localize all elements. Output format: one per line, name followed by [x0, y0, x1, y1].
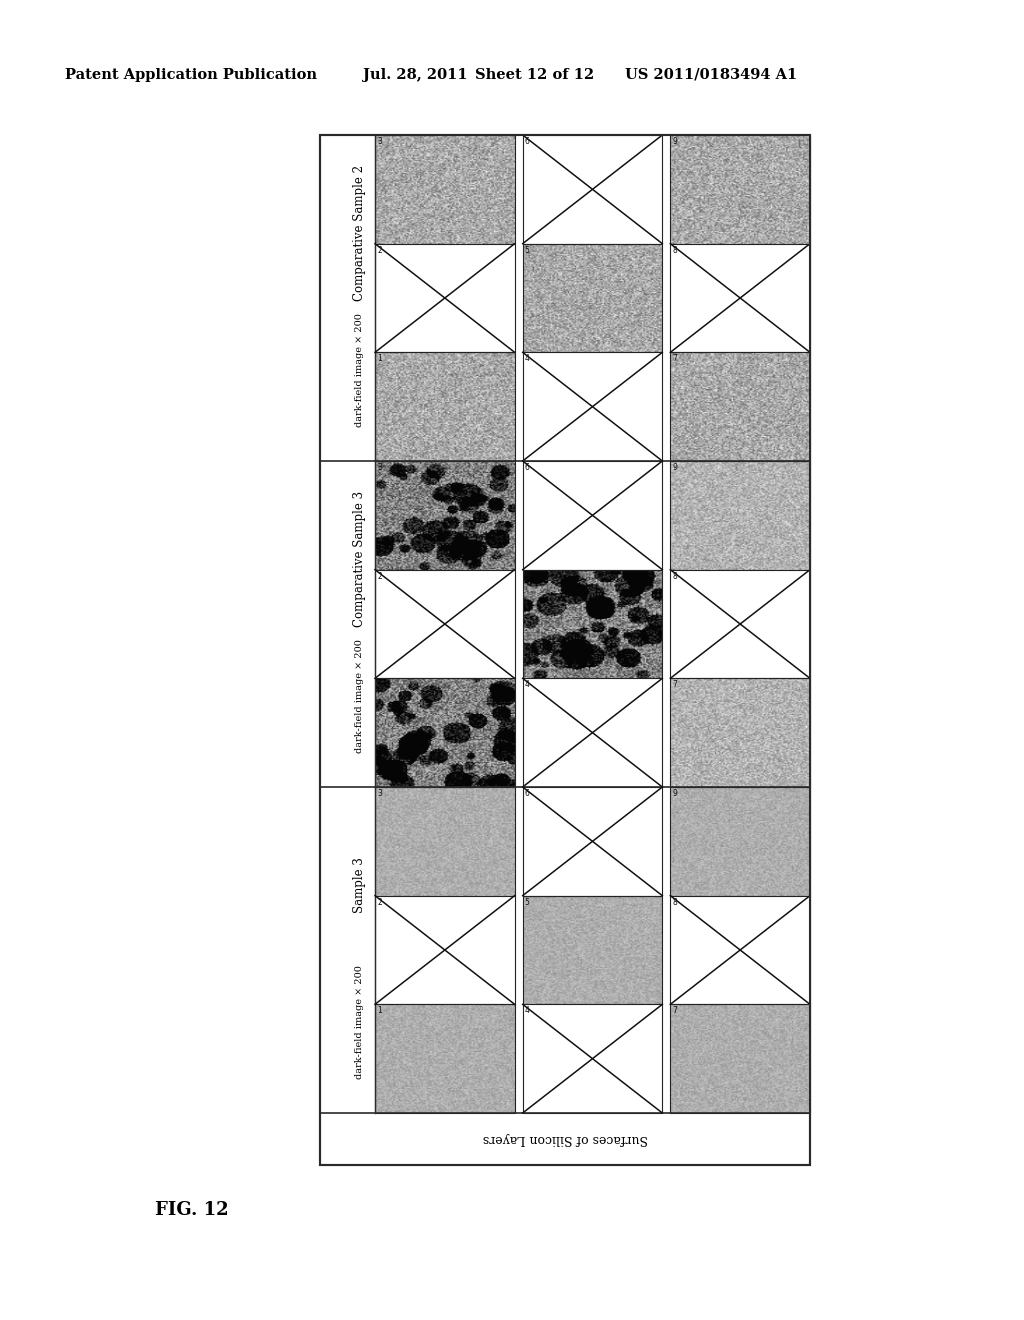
Bar	[663, 461, 671, 787]
Text: 9: 9	[673, 463, 677, 473]
Bar	[319, 135, 810, 1166]
Text: 2: 2	[377, 898, 382, 907]
Text: FIG. 12: FIG. 12	[155, 1201, 228, 1218]
Text: 8: 8	[673, 898, 677, 907]
Text: Comparative Sample 3: Comparative Sample 3	[353, 491, 367, 627]
Text: 5: 5	[524, 572, 529, 581]
Text: Jul. 28, 2011: Jul. 28, 2011	[362, 69, 468, 82]
Text: US 2011/0183494 A1: US 2011/0183494 A1	[625, 69, 798, 82]
Bar	[522, 1005, 663, 1113]
Text: 1: 1	[377, 680, 382, 689]
Bar	[522, 678, 663, 787]
Text: 8: 8	[673, 246, 677, 255]
Text: 6: 6	[524, 137, 529, 147]
Bar	[671, 244, 810, 352]
Bar	[671, 135, 810, 244]
Bar	[671, 352, 810, 461]
Bar	[663, 135, 671, 461]
Bar	[375, 461, 515, 570]
Bar	[671, 570, 810, 678]
Bar	[671, 896, 810, 1005]
Text: 9: 9	[673, 137, 677, 147]
Bar	[522, 461, 663, 570]
Text: 7: 7	[673, 680, 677, 689]
Bar	[522, 352, 663, 461]
Text: 1: 1	[377, 1006, 382, 1015]
Text: 4: 4	[524, 1006, 529, 1015]
Bar	[522, 787, 663, 896]
Bar	[515, 135, 522, 461]
Bar	[375, 787, 515, 896]
Text: 9: 9	[673, 789, 677, 799]
Text: Comparative Sample 2: Comparative Sample 2	[353, 165, 367, 301]
Bar	[319, 135, 810, 1166]
Text: dark-field image × 200: dark-field image × 200	[355, 639, 365, 752]
Text: 2: 2	[377, 246, 382, 255]
Text: 8: 8	[673, 572, 677, 581]
Text: Patent Application Publication: Patent Application Publication	[65, 69, 317, 82]
Text: 4: 4	[524, 680, 529, 689]
Bar	[375, 352, 515, 461]
Bar	[375, 678, 515, 787]
Bar	[375, 570, 515, 678]
Text: 3: 3	[377, 463, 382, 473]
Text: 2: 2	[377, 572, 382, 581]
Text: 5: 5	[524, 898, 529, 907]
Bar	[671, 678, 810, 787]
Bar	[663, 787, 671, 1113]
Bar	[671, 461, 810, 570]
Bar	[671, 1005, 810, 1113]
Text: 3: 3	[377, 137, 382, 147]
Bar	[375, 896, 515, 1005]
Text: dark-field image × 200: dark-field image × 200	[355, 965, 365, 1078]
Bar	[671, 787, 810, 896]
Text: 5: 5	[524, 246, 529, 255]
Bar	[515, 787, 522, 1113]
Text: 6: 6	[524, 789, 529, 799]
Text: Surfaces of Silicon Layers: Surfaces of Silicon Layers	[482, 1133, 647, 1146]
Text: dark-field image × 200: dark-field image × 200	[355, 313, 365, 426]
Bar	[522, 570, 663, 678]
Bar	[522, 896, 663, 1005]
Bar	[515, 461, 522, 787]
Bar	[522, 135, 663, 244]
Bar	[522, 244, 663, 352]
Text: 7: 7	[673, 1006, 677, 1015]
Text: 3: 3	[377, 789, 382, 799]
Text: 4: 4	[524, 354, 529, 363]
Text: Sheet 12 of 12: Sheet 12 of 12	[475, 69, 594, 82]
Text: 6: 6	[524, 463, 529, 473]
Bar	[375, 1005, 515, 1113]
Bar	[375, 135, 515, 244]
Text: 1: 1	[377, 354, 382, 363]
Bar	[375, 244, 515, 352]
Text: Sample 3: Sample 3	[353, 857, 367, 912]
Text: 7: 7	[673, 354, 677, 363]
